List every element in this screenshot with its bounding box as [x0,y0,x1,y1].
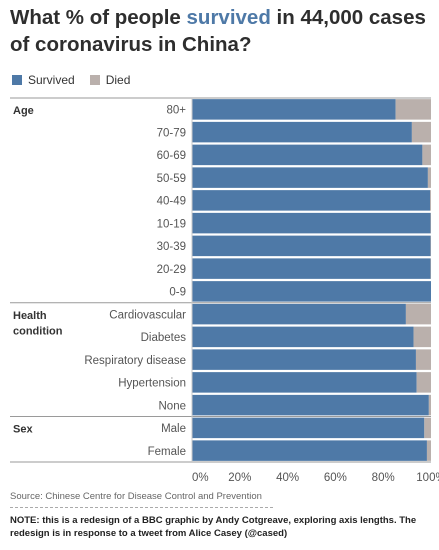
bar-survived-respiratory-disease [192,349,416,370]
bar-died-diabetes [413,326,431,348]
legend-label-survived: Survived [28,73,75,87]
bar-survived-male [192,417,425,439]
category-label-female: Female [148,446,186,458]
category-label-none: None [159,400,187,412]
bar-survived-10-19 [192,212,431,234]
bar-died-60-69 [422,144,431,166]
bar-survived-40-49 [192,190,431,211]
bar-survived-female [192,440,427,461]
category-label-70-79: 70-79 [157,127,186,139]
legend-item-died[interactable]: Died [89,73,131,87]
bar-survived-diabetes [192,326,414,348]
category-label-male: Male [161,423,186,435]
group-label-sex: Sex [13,424,33,436]
category-label-80: 80+ [166,105,186,117]
bar-survived-50-59 [192,167,428,188]
category-label-0-9: 0-9 [169,287,186,299]
bar-died-80 [395,99,431,120]
bar-died-respiratory-disease [415,349,431,370]
category-label-50-59: 50-59 [157,173,186,185]
category-label-cardiovascular: Cardiovascular [109,309,186,321]
category-label-40-49: 40-49 [157,196,186,208]
bar-died-50-59 [427,167,431,188]
category-label-10-19: 10-19 [157,218,186,230]
category-label-60-69: 60-69 [157,150,186,162]
bar-died-none [428,394,431,416]
x-tick-label-80: 80% [372,472,395,484]
bar-survived-hypertension [192,372,417,393]
bar-died-40-49 [430,190,431,211]
bar-died-male [424,417,431,439]
legend-label-died: Died [105,73,131,87]
legend: Survived Died [12,73,145,87]
category-label-respiratory-disease: Respiratory disease [84,355,186,367]
chart-title: What % of people survived in 44,000 case… [10,4,435,58]
x-tick-label-60: 60% [324,472,347,484]
title-highlight: survived [186,6,271,29]
bar-survived-70-79 [192,121,412,143]
bar-survived-20-29 [192,258,431,279]
bar-survived-30-39 [192,235,431,257]
x-tick-label-40: 40% [276,472,299,484]
title-before: What % of people [10,6,187,29]
group-label-health-condition-line-1: Health [13,310,47,322]
bar-survived-60-69 [192,144,423,166]
x-tick-label-20: 20% [228,472,251,484]
bar-survived-none [192,394,429,416]
bar-survived-0-9 [192,281,431,302]
bar-survived-80 [192,99,396,120]
source-note: Source: Chinese Centre for Disease Contr… [10,491,262,502]
divider [10,507,273,508]
bar-died-70-79 [411,121,431,143]
x-tick-label-100: 100% [416,472,439,484]
legend-item-survived[interactable]: Survived [12,73,75,87]
category-label-30-39: 30-39 [157,241,186,253]
category-label-20-29: 20-29 [157,264,186,276]
x-tick-label-0: 0% [192,472,209,484]
stacked-bar-chart: Age 80+ 70-79 60-69 50-59 40-49 10-19 30-39 20-2… [10,97,439,484]
title-after: in 44,000 cases of coronavirus in China? [10,6,426,56]
bar-survived-cardiovascular [192,303,406,325]
bar-died-cardiovascular [405,303,431,325]
category-label-diabetes: Diabetes [141,332,187,344]
legend-swatch-died [89,75,100,85]
footer-note: NOTE: this is a redesign of a BBC graphi… [10,515,417,539]
bar-died-female [426,440,431,461]
legend-swatch-survived [12,75,22,85]
bar-died-hypertension [416,372,431,393]
group-label-age: Age [13,105,34,117]
group-label-health-condition-line-2: condition [13,325,63,337]
category-label-hypertension: Hypertension [118,378,186,390]
